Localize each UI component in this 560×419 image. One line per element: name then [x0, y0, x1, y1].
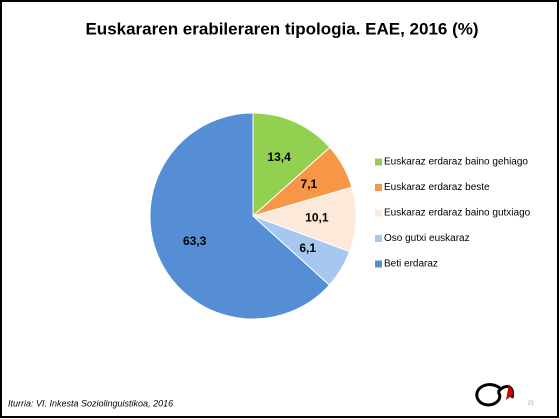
data-label: 10,1 — [305, 210, 329, 224]
data-label: 6,1 — [299, 241, 316, 255]
source: Iturria: VI. Inkesta Soziolinguistikoa, … — [8, 398, 173, 408]
legend-label: Euskaraz erdaraz baino gutxiago — [384, 208, 531, 219]
pie-slice — [252, 112, 331, 218]
legend-swatch — [375, 158, 382, 166]
legend-label: Oso gutxi euskaraz — [384, 233, 470, 244]
legend-label: Euskaraz erdaraz baino gehiago — [384, 157, 528, 168]
legend-swatch — [375, 260, 382, 268]
chart-title: Euskararen erabileraren tipologia. EAE, … — [85, 19, 478, 38]
legend-label: Beti erdaraz — [384, 259, 438, 270]
legend-label: Euskaraz erdaraz beste — [384, 182, 490, 193]
logo — [475, 383, 515, 407]
legend-swatch — [375, 235, 382, 242]
pie-slice — [149, 112, 331, 320]
data-label: 13,4 — [267, 150, 291, 164]
legend-swatch — [375, 209, 382, 217]
legend-swatch — [375, 184, 382, 191]
data-label: 63,3 — [183, 234, 207, 248]
page-number: 21 — [528, 400, 534, 406]
data-label: 7,1 — [301, 177, 318, 191]
